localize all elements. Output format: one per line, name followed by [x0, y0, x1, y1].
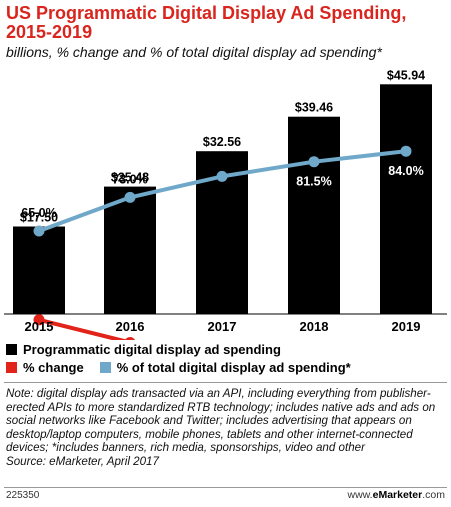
bar-label-2019: $45.94: [387, 68, 425, 82]
change-point-2016: [125, 336, 135, 340]
x-tick-label-2015: 2015: [25, 319, 54, 334]
bar-2015: [13, 226, 65, 314]
share-point-2019: [400, 145, 412, 157]
share-point-2017: [216, 170, 228, 182]
legend-label-spending: Programmatic digital display ad spending: [23, 342, 281, 357]
brand-suffix: .com: [422, 489, 445, 501]
share-point-2015: [33, 225, 45, 237]
legend-label-share: % of total digital display ad spending*: [116, 360, 351, 375]
legend-swatch-spending: [6, 344, 17, 355]
legend-label-change: % change: [23, 360, 84, 375]
bar-label-2018: $39.46: [295, 101, 333, 115]
bar-2018: [288, 116, 340, 314]
change-point-2015: [33, 314, 45, 326]
share-label-2015: 65.0%: [21, 206, 56, 220]
legend-row-1: Programmatic digital display ad spending: [6, 342, 281, 357]
chart-subtitle: billions, % change and % of total digita…: [6, 44, 382, 60]
legend-item-share: % of total digital display ad spending*: [99, 360, 351, 375]
legend-row-2: % change % of total digital display ad s…: [6, 360, 367, 375]
brand-url: www.eMarketer.com: [348, 489, 445, 501]
note-text: Note: digital display ads transacted via…: [6, 387, 436, 455]
bar-label-2015: $17.50: [20, 211, 58, 225]
change-line: [38, 317, 129, 340]
share-label-2017: 78.0%: [204, 151, 239, 165]
legend-swatch-change: [6, 362, 17, 373]
share-label-2016: 73.0%: [112, 172, 147, 186]
chart-note: Note: digital display ads transacted via…: [6, 387, 446, 469]
x-tick-label-2019: 2019: [392, 319, 421, 334]
chart-plot: $17.50 $25.48 $32.56 $39.46 $45.94 65.0% 73.0%…: [4, 68, 447, 340]
share-label-2018: 81.5%: [296, 175, 331, 189]
footer-divider: [4, 487, 447, 488]
share-label-2019: 84.0%: [388, 164, 423, 178]
x-tick-label-2017: 2017: [208, 319, 237, 334]
bar-label-2016: $25.48: [111, 171, 149, 185]
bar-2019: [380, 84, 432, 314]
chart-title: US Programmatic Digital Display Ad Spend…: [6, 3, 407, 42]
brand-prefix: www.: [347, 489, 373, 501]
legend-item-change: % change: [6, 360, 84, 375]
brand-name: eMarketer: [372, 489, 423, 501]
bar-2016: [104, 186, 156, 314]
x-tick-label-2016: 2016: [116, 319, 145, 334]
share-point-2018: [308, 156, 320, 168]
share-point-2016: [124, 191, 136, 203]
source-text: Source: eMarketer, April 2017: [6, 454, 159, 468]
legend-swatch-share: [99, 362, 111, 373]
x-tick-label-2018: 2018: [300, 319, 329, 334]
chart-id: 225350: [6, 490, 40, 501]
bar-label-2017: $32.56: [203, 135, 241, 149]
change-label-2015: 51.0%: [21, 295, 56, 309]
note-divider: [4, 382, 447, 383]
